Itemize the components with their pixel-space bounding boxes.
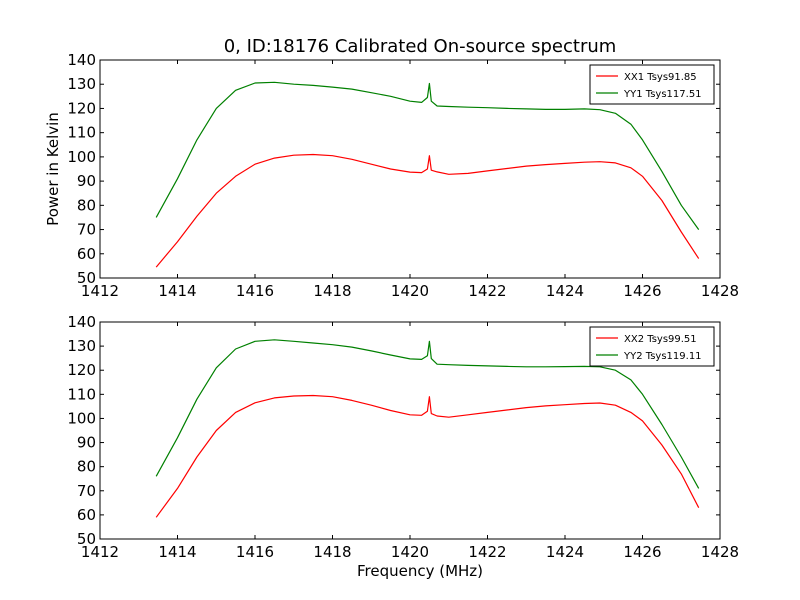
y-tick-label: 110 <box>67 124 96 142</box>
legend-label: YY2 Tsys119.11 <box>623 351 702 362</box>
x-tick-label: 1416 <box>236 543 274 561</box>
x-tick-label: 1422 <box>468 282 506 300</box>
x-tick-label: 1416 <box>236 282 274 300</box>
x-tick-label: 1418 <box>313 543 351 561</box>
y-tick-label: 70 <box>77 221 96 239</box>
y-tick-label: 120 <box>67 361 96 379</box>
y-tick-label: 140 <box>67 51 96 69</box>
x-tick-label: 1418 <box>313 282 351 300</box>
y-tick-label: 80 <box>77 196 96 214</box>
y-tick-label: 100 <box>67 148 96 166</box>
chart-title: 0, ID:18176 Calibrated On-source spectru… <box>224 36 617 57</box>
x-tick-label: 1420 <box>391 543 429 561</box>
y-axis-label: Power in Kelvin <box>44 112 62 226</box>
y-tick-label: 50 <box>77 530 96 548</box>
legend-box <box>589 64 715 105</box>
y-tick-label: 70 <box>77 482 96 500</box>
x-axis-label: Frequency (MHz) <box>357 562 483 580</box>
x-tick-label: 1412 <box>81 282 119 300</box>
y-tick-label: 90 <box>77 172 96 190</box>
series-line-1-1 <box>155 153 700 268</box>
y-tick-label: 120 <box>67 99 96 117</box>
y-tick-label: 140 <box>67 313 96 331</box>
series-line-2-1 <box>155 394 700 518</box>
y-tick-label: 50 <box>77 269 96 287</box>
chart-panel-1: 1412 1414 1416 1418 1420 1422 1424 1426 1428 50 60… <box>44 36 739 300</box>
x-tick-label: 1424 <box>546 543 584 561</box>
x-tick-label: 1422 <box>468 543 506 561</box>
y-tick-label: 110 <box>67 385 96 403</box>
legend: XX2 Tsys99.51 YY2 Tsys119.11 <box>589 326 715 367</box>
legend-label: XX2 Tsys99.51 <box>624 334 697 345</box>
series-line-1-2 <box>155 81 700 230</box>
y-tick-label: 130 <box>67 75 96 93</box>
y-tick-label: 130 <box>67 337 96 355</box>
y-tick-label: 80 <box>77 458 96 476</box>
chart-panel-2: 1412 1414 1416 1418 1420 1422 1424 1426 1428 50 60… <box>67 313 739 580</box>
y-tick-label: 60 <box>77 245 96 263</box>
x-tick-label: 1424 <box>546 282 584 300</box>
x-tick-label: 1426 <box>623 282 661 300</box>
series-line-2-2 <box>155 339 700 489</box>
legend-box <box>589 326 715 367</box>
y-tick-label: 100 <box>67 409 96 427</box>
x-tick-label: 1412 <box>81 543 119 561</box>
x-tick-label: 1420 <box>391 282 429 300</box>
y-tick-label: 60 <box>77 506 96 524</box>
legend-label: YY1 Tsys117.51 <box>623 89 702 100</box>
x-tick-label: 1428 <box>701 543 739 561</box>
y-tick-label: 90 <box>77 434 96 452</box>
x-tick-label: 1428 <box>701 282 739 300</box>
x-tick-label: 1426 <box>623 543 661 561</box>
x-tick-label: 1414 <box>158 282 196 300</box>
x-tick-label: 1414 <box>158 543 196 561</box>
legend: XX1 Tsys91.85 YY1 Tsys117.51 <box>589 64 715 105</box>
legend-label: XX1 Tsys91.85 <box>624 72 697 83</box>
